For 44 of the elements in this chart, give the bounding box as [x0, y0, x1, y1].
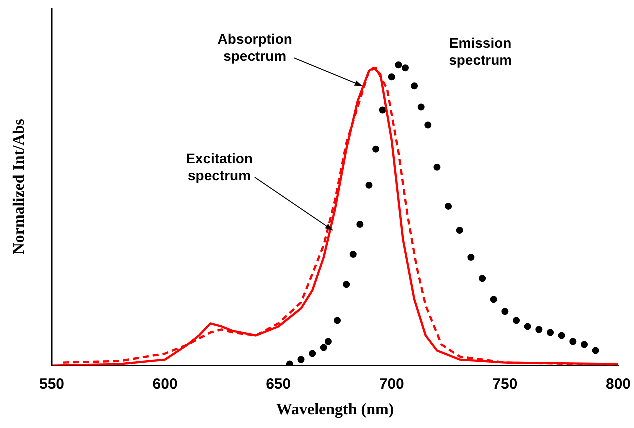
point	[558, 332, 566, 340]
point	[395, 62, 402, 69]
point	[456, 227, 464, 234]
point	[434, 164, 441, 171]
point	[366, 182, 373, 189]
point	[547, 329, 554, 336]
point	[592, 347, 600, 354]
point	[424, 122, 432, 129]
x-tick-label: 700	[379, 376, 404, 393]
point	[468, 254, 475, 262]
point	[411, 82, 418, 90]
x-axis-title: Wavelength (nm)	[276, 402, 394, 419]
y-axis-title: Normalized Int/Abs	[11, 119, 28, 255]
annotation: Emission spectrum	[449, 35, 512, 68]
point	[320, 344, 328, 352]
x-tick-label: 650	[266, 376, 292, 393]
point	[372, 146, 380, 153]
x-tick-label: 600	[152, 376, 178, 393]
point	[536, 326, 543, 334]
point	[334, 317, 342, 324]
point	[379, 106, 386, 114]
annotation: Absorption spectrum	[218, 31, 292, 64]
x-tick-label: 800	[606, 376, 631, 393]
point	[418, 104, 425, 111]
point	[350, 251, 357, 258]
annotation: Excitation spectrum	[186, 150, 253, 184]
x-tick-label: 550	[39, 376, 65, 393]
point	[298, 356, 305, 364]
point	[513, 317, 520, 324]
point	[286, 360, 294, 366]
point	[356, 220, 364, 228]
point	[343, 281, 350, 288]
point	[502, 308, 509, 316]
point	[402, 64, 409, 72]
point	[309, 350, 316, 358]
point	[524, 323, 532, 330]
point	[324, 338, 332, 346]
point	[570, 338, 577, 346]
point	[580, 341, 588, 348]
point	[479, 275, 486, 282]
point	[445, 202, 452, 210]
point	[388, 74, 396, 81]
point	[490, 296, 498, 304]
x-tick-label: 750	[492, 376, 518, 393]
